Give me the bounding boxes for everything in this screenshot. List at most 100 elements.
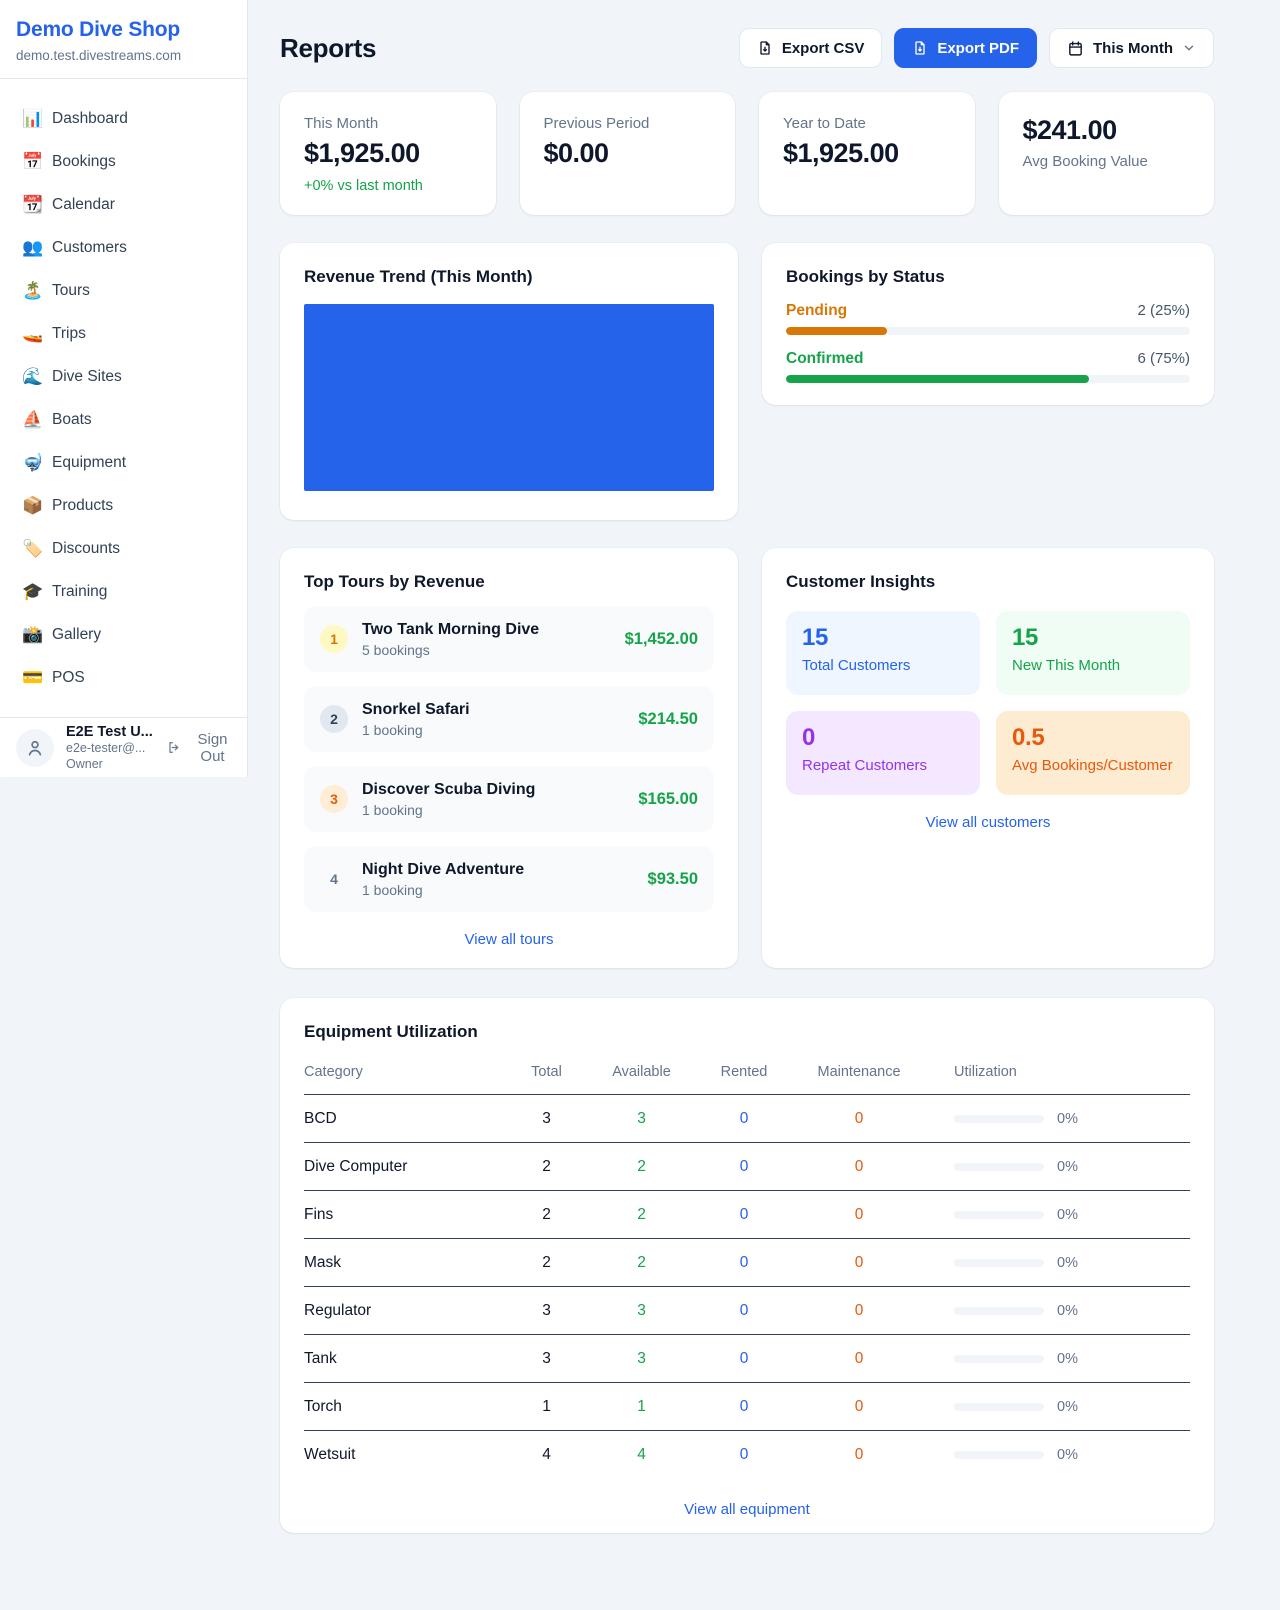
category-cell: Mask [304,1238,504,1287]
card-title: Revenue Trend (This Month) [304,267,533,286]
sidebar-item-training[interactable]: 🎓 Training [8,570,239,613]
rented-cell: 0 [694,1334,794,1383]
rented-cell: 0 [694,1142,794,1191]
total-cell: 3 [504,1334,589,1383]
sign-out-icon [169,742,179,753]
maintenance-cell: 0 [794,1334,924,1383]
sidebar-item-label: Products [52,496,114,514]
category-cell: Tank [304,1334,504,1383]
sidebar-item-discounts[interactable]: 🏷️ Discounts [8,527,239,570]
equipment-utilization-card: Equipment Utilization Category Total Ava… [280,998,1214,1533]
utilization-bar [954,1354,1044,1363]
view-all-customers-link[interactable]: View all customers [786,814,1190,831]
sidebar-item-label: Trips [52,324,86,342]
tour-bookings: 1 booking [362,801,423,818]
table-row: Torch 1 1 0 0 0% [304,1382,1190,1431]
insight-tile-repeat-customers: 0 Repeat Customers [786,711,980,795]
main-content: Reports Export CSV Export PDF This Month [280,0,1214,1533]
diving-mask-icon: 🤿 [22,453,44,472]
utilization-percent: 0% [1057,1446,1078,1463]
revenue-trend-card: Revenue Trend (This Month) [280,243,738,520]
sidebar-item-calendar[interactable]: 📆 Calendar [8,183,239,226]
total-cell: 3 [504,1094,589,1143]
maintenance-cell: 0 [794,1094,924,1143]
customer-insights-card: Customer Insights 15 Total Customers 15 … [762,548,1214,968]
column-header-available: Available [589,1056,694,1095]
export-csv-button[interactable]: Export CSV [738,28,883,68]
graduation-cap-icon: 🎓 [22,582,44,601]
utilization-percent: 0% [1057,1206,1078,1223]
available-cell: 3 [589,1286,694,1335]
sidebar-item-boats[interactable]: ⛵ Boats [8,398,239,441]
utilization-percent: 0% [1057,1302,1078,1319]
brand: Demo Dive Shop demo.test.divestreams.com [0,0,247,79]
tour-name: Two Tank Morning Dive [362,620,540,638]
available-cell: 3 [589,1334,694,1383]
stat-label: Year to Date [783,115,866,132]
maintenance-cell: 0 [794,1286,924,1335]
sidebar-item-label: Customers [52,238,127,256]
bar-chart-icon: 📊 [22,109,44,128]
tour-bookings: 1 booking [362,721,423,738]
utilization-bar [954,1258,1044,1267]
insight-label: Total Customers [802,657,911,674]
utilization-bar [954,1114,1044,1123]
sailboat-icon: ⛵ [22,410,44,429]
equipment-table: Category Total Available Rented Maintena… [304,1056,1190,1479]
status-count: 2 (25%) [1137,302,1190,319]
available-cell: 3 [589,1094,694,1143]
page-title: Reports [280,32,377,63]
tour-row: 1 Two Tank Morning Dive 5 bookings $1,452… [304,606,714,672]
export-pdf-button[interactable]: Export PDF [894,28,1038,68]
maintenance-cell: 0 [854,1445,864,1463]
utilization-bar [954,1162,1044,1171]
sidebar-item-gallery[interactable]: 📸 Gallery [8,613,239,656]
sidebar-item-tours[interactable]: 🏝️ Tours [8,269,239,312]
card-title: Top Tours by Revenue [304,572,485,591]
total-cell: 4 [542,1445,551,1463]
status-bar-track [786,375,1190,383]
stat-value: $241.00 [1022,115,1118,145]
file-download-icon [915,41,925,55]
view-all-tours-link[interactable]: View all tours [304,931,714,948]
stat-delta: +0% vs last month [304,178,423,194]
sign-out-button[interactable]: Sign Out [167,731,237,765]
maintenance-cell: 0 [794,1238,924,1287]
user-name: E2E Test U... [66,723,153,740]
sidebar-item-dive-sites[interactable]: 🌊 Dive Sites [8,355,239,398]
user-footer: E2E Test U... e2e-tester@... Owner Sign … [0,717,247,777]
column-header-utilization: Utilization [924,1056,1190,1095]
available-cell: 4 [637,1445,646,1463]
stat-cards-row: This Month $1,925.00 +0% vs last month P… [280,92,1214,215]
rented-cell: 0 [694,1094,794,1143]
sidebar-item-equipment[interactable]: 🤿 Equipment [8,441,239,484]
table-row: Fins 2 2 0 0 0% [304,1190,1190,1239]
rented-cell: 0 [739,1445,749,1463]
sidebar-item-customers[interactable]: 👥 Customers [8,226,239,269]
period-dropdown[interactable]: This Month [1049,28,1214,68]
total-cell: 2 [504,1190,589,1239]
utilization-percent: 0% [1057,1350,1078,1367]
sidebar-item-label: Gallery [52,625,102,643]
insight-label: New This Month [1012,657,1121,674]
view-all-equipment-link[interactable]: View all equipment [304,1501,1190,1518]
total-cell: 2 [504,1142,589,1191]
column-header-maintenance: Maintenance [794,1056,924,1095]
sidebar-item-pos[interactable]: 💳 POS [8,656,239,699]
column-header-total: Total [504,1056,589,1095]
insight-label: Avg Bookings/Customer [1012,757,1173,774]
maintenance-cell: 0 [794,1142,924,1191]
total-cell: 3 [504,1286,589,1335]
calendar-date-icon: 📅 [22,152,44,171]
insight-value: 15 [802,624,829,651]
sidebar-item-dashboard[interactable]: 📊 Dashboard [8,97,239,140]
sidebar-item-products[interactable]: 📦 Products [8,484,239,527]
category-cell: Regulator [304,1286,504,1335]
sidebar-item-bookings[interactable]: 📅 Bookings [8,140,239,183]
top-tours-card: Top Tours by Revenue 1 Two Tank Morning … [280,548,738,968]
sidebar-item-label: Discounts [52,539,121,557]
available-cell: 2 [589,1238,694,1287]
island-icon: 🏝️ [22,281,44,300]
sidebar-item-trips[interactable]: 🚤 Trips [8,312,239,355]
category-cell: Fins [304,1190,504,1239]
